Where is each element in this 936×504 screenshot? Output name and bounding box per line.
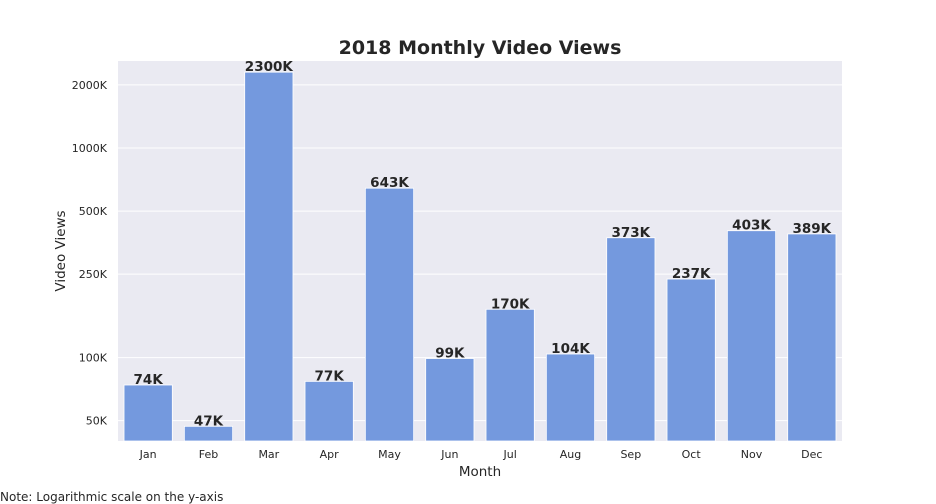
bar-jan	[124, 385, 172, 441]
bar-apr	[305, 381, 353, 441]
bar-oct	[667, 279, 715, 441]
y-tick-label: 500K	[79, 205, 108, 218]
bar-jun	[426, 359, 474, 441]
data-label-sep: 373K	[612, 225, 651, 241]
data-label-mar: 2300K	[245, 59, 294, 75]
x-tick-label: Dec	[801, 448, 822, 461]
data-label-feb: 47K	[194, 413, 224, 429]
data-label-dec: 389K	[793, 221, 832, 237]
y-tick-label: 100K	[79, 352, 108, 365]
bar-jul	[486, 309, 534, 441]
bar-aug	[546, 354, 594, 441]
x-tick-label: Sep	[620, 448, 641, 461]
bar-sep	[607, 238, 655, 441]
y-tick-label: 50K	[86, 415, 108, 428]
x-tick-label: Apr	[320, 448, 340, 461]
y-tick-label: 2000K	[72, 79, 108, 92]
data-label-jul: 170K	[491, 296, 530, 312]
x-tick-label: Feb	[199, 448, 218, 461]
x-axis-ticks: Jan Feb Mar Apr May Jun Jul Aug Sep Oct Nov Dec	[139, 448, 823, 461]
bar-mar	[245, 72, 293, 441]
data-label-apr: 77K	[315, 368, 345, 384]
data-label-jun: 99K	[435, 346, 465, 362]
bar-nov	[727, 231, 775, 441]
x-tick-label: Aug	[560, 448, 581, 461]
y-axis-ticks: 50K 100K 250K 500K 1000K 2000K	[72, 79, 108, 428]
data-label-may: 643K	[370, 175, 409, 191]
data-label-nov: 403K	[732, 218, 771, 234]
x-tick-label: Jul	[503, 448, 517, 461]
bar-may	[365, 188, 413, 441]
data-label-oct: 237K	[672, 266, 711, 282]
chart-title: 2018 Monthly Video Views	[339, 37, 622, 59]
bar-dec	[788, 234, 836, 441]
x-tick-label: Mar	[258, 448, 279, 461]
footnote: Note: Logarithmic scale on the y-axis	[0, 490, 223, 504]
x-tick-label: Jun	[440, 448, 458, 461]
x-axis-label: Month	[459, 464, 501, 480]
x-tick-label: Nov	[741, 448, 763, 461]
y-tick-label: 250K	[79, 268, 108, 281]
x-tick-label: May	[378, 448, 401, 461]
y-tick-label: 1000K	[72, 142, 108, 155]
data-label-jan: 74K	[134, 372, 164, 388]
y-axis-label: Video Views	[53, 210, 69, 291]
x-tick-label: Oct	[682, 448, 702, 461]
x-tick-label: Jan	[139, 448, 157, 461]
data-label-aug: 104K	[551, 341, 590, 357]
